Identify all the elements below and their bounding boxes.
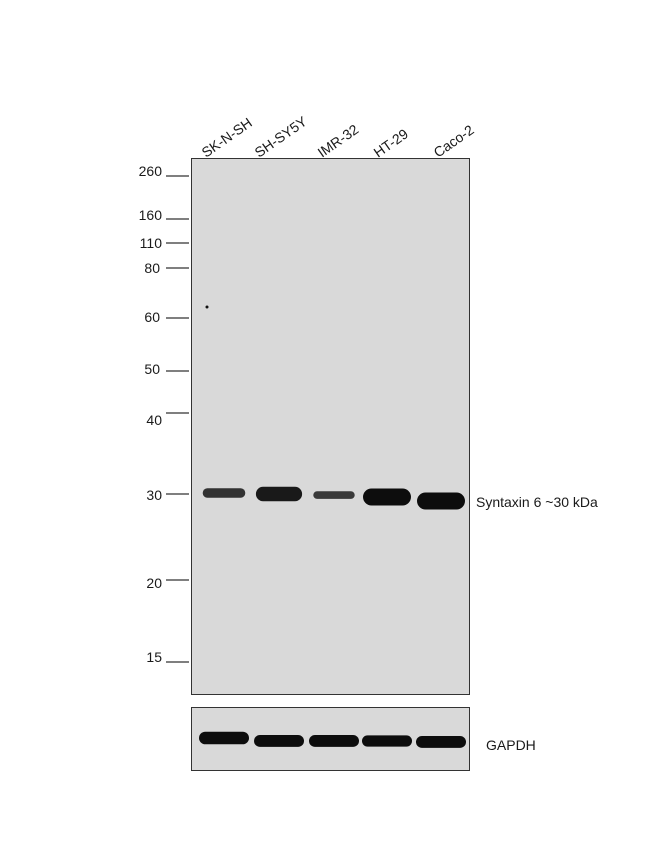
mw-label-30: 30 bbox=[146, 487, 162, 503]
mw-label-260: 260 bbox=[139, 163, 163, 179]
gapdh-band-5 bbox=[416, 736, 466, 748]
mw-label-160: 160 bbox=[139, 207, 163, 223]
mw-label-50: 50 bbox=[144, 361, 160, 377]
gapdh-band-1 bbox=[199, 731, 249, 745]
lane-label-5: Caco-2 bbox=[431, 121, 477, 160]
syntaxin6-band-4 bbox=[363, 488, 411, 506]
mw-label-15: 15 bbox=[146, 649, 162, 665]
mw-label-40: 40 bbox=[146, 412, 162, 428]
syntaxin6-band-5 bbox=[417, 492, 465, 510]
mw-label-80: 80 bbox=[144, 260, 160, 276]
lane-label-4: HT-29 bbox=[371, 125, 412, 160]
lane-label-2: SH-SY5Y bbox=[252, 113, 311, 161]
gapdh-bands bbox=[199, 731, 466, 748]
main-band-label: Syntaxin 6 ~30 kDa bbox=[476, 494, 598, 510]
gapdh-band-4 bbox=[362, 735, 412, 747]
lane-labels: SK-N-SH SH-SY5Y IMR-32 HT-29 Caco-2 bbox=[199, 113, 477, 161]
main-blot-membrane bbox=[191, 158, 470, 695]
gapdh-band-2 bbox=[254, 735, 304, 747]
mw-marker-ladder: 260 160 110 80 60 50 40 30 20 15 bbox=[139, 163, 189, 665]
mw-label-60: 60 bbox=[144, 309, 160, 325]
loading-control-label: GAPDH bbox=[486, 737, 536, 753]
syntaxin6-band-2 bbox=[255, 486, 303, 502]
mw-label-20: 20 bbox=[146, 575, 162, 591]
syntaxin6-bands bbox=[202, 486, 465, 510]
gapdh-band-3 bbox=[309, 735, 359, 747]
syntaxin6-band-1 bbox=[202, 488, 246, 498]
mw-label-110: 110 bbox=[140, 235, 163, 251]
lane-label-1: SK-N-SH bbox=[199, 114, 255, 160]
membrane-speck bbox=[205, 305, 209, 309]
syntaxin6-band-3 bbox=[313, 491, 355, 499]
lane-label-3: IMR-32 bbox=[315, 121, 362, 161]
